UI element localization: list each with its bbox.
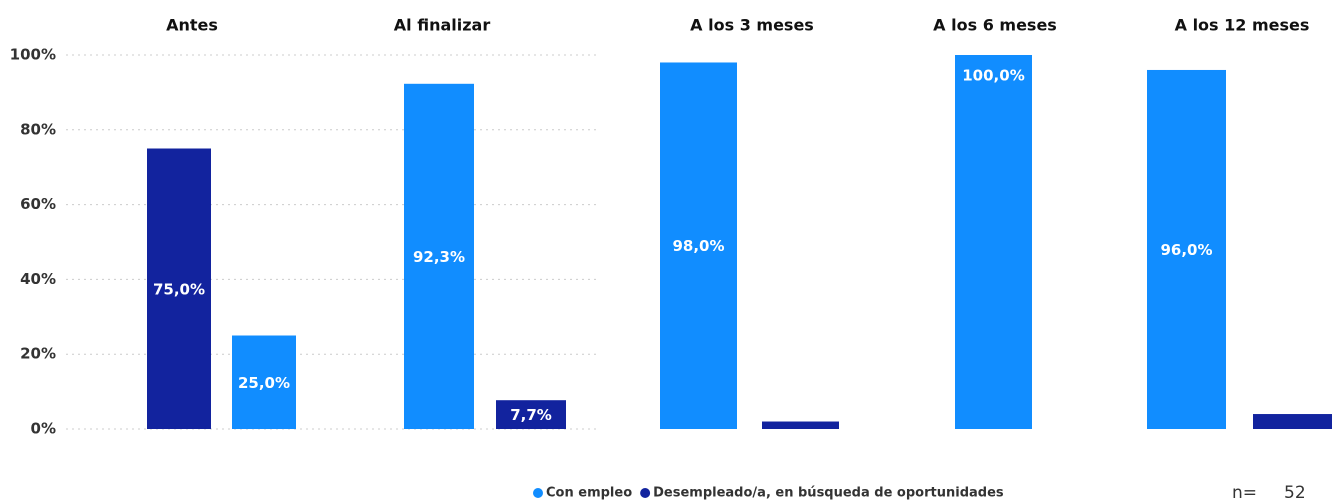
bar [404, 83, 474, 429]
bar [762, 421, 839, 429]
legend-marker [640, 488, 651, 498]
bar [147, 148, 211, 429]
panel-title: Antes [166, 16, 218, 35]
legend-marker [533, 488, 543, 498]
sample-size: 52 [1284, 483, 1306, 503]
value-label: 75,0% [153, 280, 205, 298]
y-tick-label: 60% [20, 195, 56, 213]
value-label: 96,0% [1160, 241, 1212, 259]
bar [232, 335, 296, 429]
bar [1147, 69, 1226, 430]
y-tick-label: 80% [20, 120, 56, 138]
panel-title: Al finalizar [394, 16, 491, 35]
panel-title: A los 6 meses [933, 16, 1057, 35]
bar [496, 400, 566, 429]
y-tick-label: 20% [20, 345, 56, 363]
panel-title: A los 12 meses [1175, 16, 1310, 35]
legend-label: Desempleado/a, en búsqueda de oportunida… [653, 486, 1004, 501]
panel-title: A los 3 meses [690, 16, 814, 35]
value-label: 25,0% [238, 374, 290, 392]
bar [660, 62, 737, 429]
y-tick-label: 0% [31, 420, 56, 438]
y-tick-label: 40% [20, 270, 56, 288]
y-tick-label: 100% [10, 46, 56, 64]
sample-size-label: n= [1232, 483, 1257, 503]
bar [955, 55, 1032, 429]
bar [1253, 414, 1332, 429]
value-label: 98,0% [672, 237, 724, 255]
value-label: 92,3% [413, 248, 465, 266]
value-label: 100,0% [962, 67, 1024, 85]
legend-label: Con empleo [546, 486, 632, 501]
value-label: 7,7% [510, 406, 552, 424]
